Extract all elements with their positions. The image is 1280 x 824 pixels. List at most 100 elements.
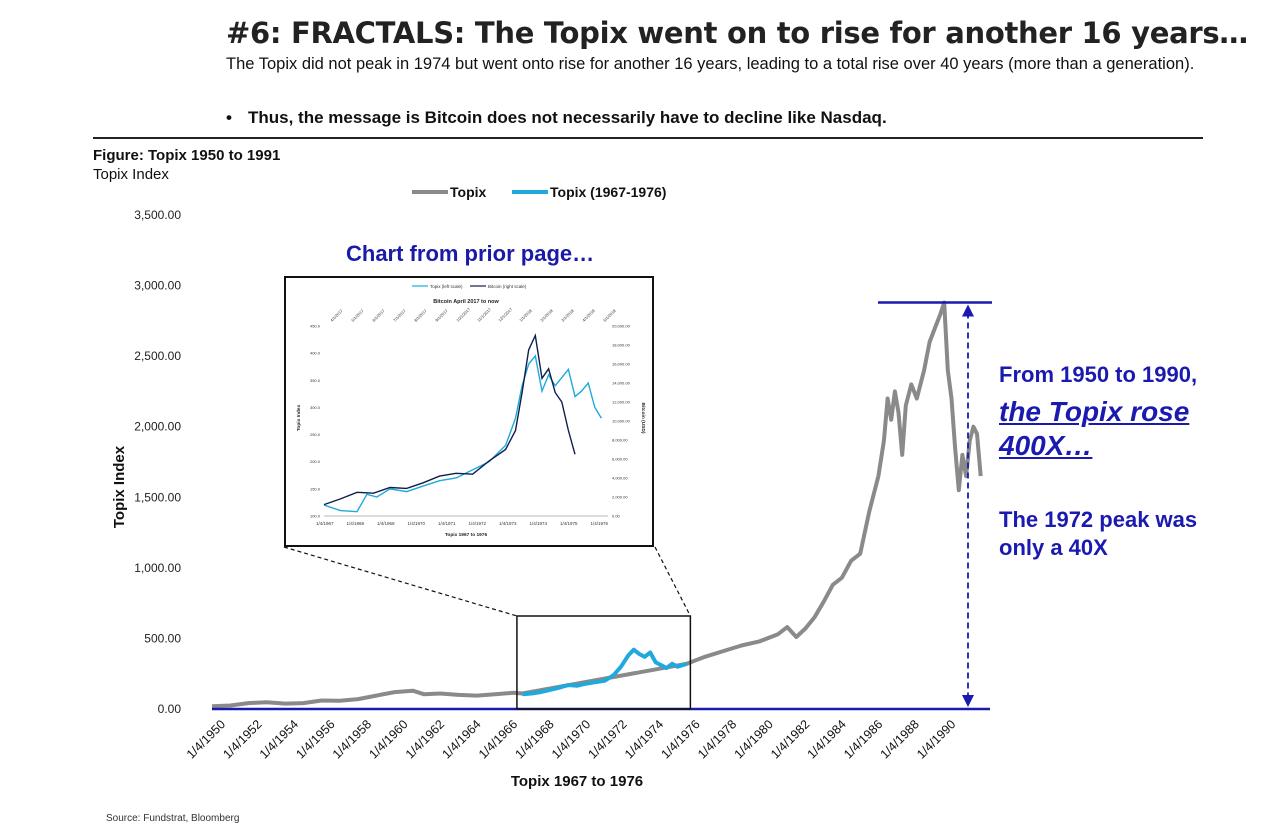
inset-y-tick-label: 350.0 (310, 378, 321, 383)
inset-top-x-tick-label: 7/1/2017 (392, 308, 407, 323)
inset-top-x-tick-label: 5/1/2018 (602, 308, 617, 323)
figure-title: Figure: Topix 1950 to 1991 (93, 147, 281, 164)
x-tick-label: 1/4/1952 (220, 717, 264, 761)
inset-y2-tick-label: 12,000.00 (612, 400, 631, 405)
inset-y-tick-label: 150.0 (310, 486, 321, 491)
inset-x-tick-label: 1/4/1967 (316, 521, 334, 526)
rise-arrow-head-top (962, 304, 974, 317)
inset-connector-left (283, 546, 518, 617)
inset-legend-label: Topix (left scale) (430, 284, 463, 289)
inset-y2-tick-label: 6,000.00 (612, 457, 628, 462)
x-tick-label: 1/4/1982 (768, 717, 812, 761)
inset-top-x-tick-label: 11/1/2017 (476, 306, 492, 322)
inset-x-tick-label: 1/4/1968 (347, 521, 365, 526)
annotation-rise-400x: the Topix rose 400X… (999, 396, 1190, 461)
inset-top-x-tick-label: 6/1/2017 (371, 308, 386, 323)
y-tick-label: 1,000.00 (134, 561, 181, 575)
x-tick-label: 1/4/1968 (512, 717, 556, 761)
inset-y-tick-label: 250.0 (310, 432, 321, 437)
y-tick-label: 0.00 (158, 702, 182, 716)
inset-top-x-tick-label: 8/1/2017 (413, 308, 428, 323)
x-axis-title: Topix 1967 to 1976 (511, 773, 643, 790)
inset-y-tick-label: 450.0 (310, 324, 321, 329)
x-tick-label: 1/4/1980 (732, 717, 776, 761)
inset-y2-axis-title: Bitcoin (USD) (640, 403, 646, 434)
inset-connector-right (654, 546, 691, 617)
y-tick-label: 2,000.00 (134, 420, 181, 434)
inset-y2-tick-label: 2,000.00 (612, 495, 628, 500)
header-divider (93, 137, 1203, 139)
key-message: • Thus, the message is Bitcoin does not n… (226, 108, 887, 128)
x-tick-label: 1/4/1950 (184, 717, 228, 761)
y-tick-label: 3,500.00 (134, 208, 181, 222)
highlight-box-1967-1976 (516, 615, 692, 710)
x-tick-label: 1/4/1954 (257, 717, 301, 761)
inset-top-x-tick-label: 12/1/2017 (497, 306, 514, 323)
x-tick-label: 1/4/1966 (476, 717, 520, 761)
x-tick-label: 1/4/1990 (914, 717, 958, 761)
inset-y-tick-label: 300.0 (310, 405, 321, 410)
figure-unit: Topix Index (93, 166, 169, 183)
inset-y2-tick-label: 14,000.00 (612, 381, 631, 386)
inset-label: Chart from prior page… (346, 241, 595, 266)
inset-y2-tick-label: 0.00 (612, 514, 621, 519)
inset-legend-label: Bitcoin (right scale) (488, 284, 527, 289)
x-tick-label: 1/4/1988 (878, 717, 922, 761)
inset-title: Bitcoin April 2017 to now (433, 299, 499, 305)
series-line-topix-1967-1976 (522, 647, 688, 697)
inset-top-x-tick-label: 5/1/2017 (350, 308, 365, 323)
x-tick-label: 1/4/1964 (439, 717, 483, 761)
inset-x-axis-title: Topix 1967 to 1976 (445, 532, 488, 538)
inset-y-tick-label: 200.0 (310, 459, 321, 464)
y-tick-label: 500.00 (144, 631, 181, 645)
inset-x-tick-label: 1/4/1976 (591, 521, 609, 526)
inset-y2-tick-label: 18,000.00 (612, 343, 631, 348)
legend-label: Topix (450, 184, 487, 200)
x-tick-label: 1/4/1970 (549, 717, 593, 761)
annotation-rise-period: From 1950 to 1990, (999, 362, 1198, 387)
inset-y-axis-title: Topix Index (296, 405, 302, 432)
inset-y2-tick-label: 20,000.00 (612, 324, 631, 329)
inset-x-tick-label: 1/4/1970 (408, 521, 426, 526)
inset-top-x-tick-label: 10/1/2017 (455, 306, 472, 323)
inset-y2-tick-label: 10,000.00 (612, 419, 631, 424)
inset-top-x-tick-label: 4/1/2018 (581, 308, 596, 323)
inset-top-x-tick-label: 2/1/2018 (539, 308, 554, 323)
x-tick-label: 1/4/1976 (659, 717, 703, 761)
inset-x-tick-label: 1/4/1972 (469, 521, 487, 526)
inset-top-x-tick-label: 1/1/2018 (518, 308, 533, 323)
inset-y2-tick-label: 16,000.00 (612, 362, 631, 367)
rise-arrow-head-bottom (962, 695, 974, 707)
annotation-1972-peak: The 1972 peak was only a 40X (999, 507, 1198, 560)
inset-top-x-tick-label: 4/1/2017 (329, 308, 344, 323)
legend-label: Topix (1967-1976) (550, 184, 666, 200)
x-tick-label: 1/4/1974 (622, 717, 666, 761)
x-tick-label: 1/4/1984 (805, 717, 849, 761)
inset-bitcoin-chart: Topix (left scale) Bitcoin (right scale) B… (296, 284, 646, 538)
page-title: #6: FRACTALS: The Topix went on to rise … (226, 16, 1249, 50)
inset-y-tick-label: 400.0 (310, 351, 321, 356)
source-note: Source: Fundstrat, Bloomberg (106, 813, 240, 824)
inset-y2-tick-label: 4,000.00 (612, 476, 628, 481)
key-message-text: Thus, the message is Bitcoin does not ne… (248, 108, 887, 127)
inset-top-x-tick-label: 9/1/2017 (434, 308, 449, 323)
inset-x-tick-label: 1/4/1974 (530, 521, 548, 526)
inset-x-tick-label: 1/4/1969 (377, 521, 395, 526)
inset-x-tick-label: 1/4/1971 (438, 521, 456, 526)
x-tick-label: 1/4/1958 (330, 717, 374, 761)
x-tick-label: 1/4/1956 (293, 717, 337, 761)
x-tick-label: 1/4/1960 (366, 717, 410, 761)
y-tick-label: 1,500.00 (134, 490, 181, 504)
x-tick-label: 1/4/1962 (403, 717, 447, 761)
inset-chart-frame: Topix (left scale) Bitcoin (right scale) B… (284, 276, 654, 547)
x-tick-label: 1/4/1986 (841, 717, 885, 761)
inset-y-tick-label: 100.0 (310, 514, 321, 519)
series-line-topix (211, 300, 983, 709)
page-subtitle: The Topix did not peak in 1974 but went … (226, 55, 1195, 73)
x-tick-label: 1/4/1972 (585, 717, 629, 761)
y-tick-label: 3,000.00 (134, 279, 181, 293)
inset-x-tick-label: 1/4/1973 (499, 521, 517, 526)
y-tick-label: 2,500.00 (134, 349, 181, 363)
inset-series-line-topix (323, 354, 602, 513)
